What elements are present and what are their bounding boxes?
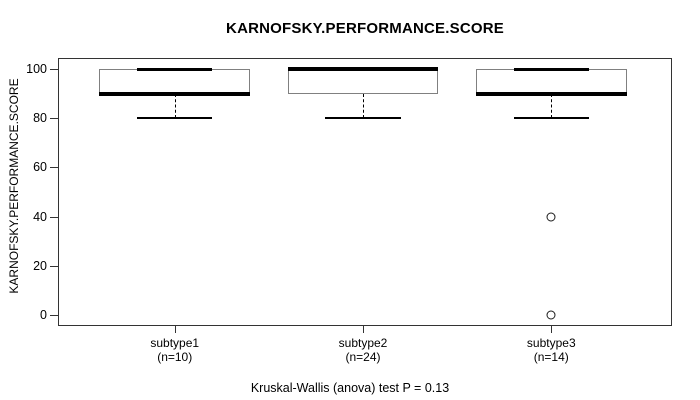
y-tick-label: 0 — [40, 307, 47, 322]
group-n-label: (n=14) — [533, 349, 569, 364]
whisker-lower — [174, 93, 176, 119]
group-n-label: (n=24) — [345, 349, 381, 364]
x-tick-label: subtype3 (n=14) — [526, 336, 576, 364]
box — [99, 69, 251, 94]
whisker-cap-upper — [137, 67, 213, 71]
x-tick-label: subtype2 (n=24) — [338, 336, 388, 364]
box — [475, 69, 627, 94]
y-tick-label: 40 — [33, 209, 47, 224]
whisker-cap-lower — [137, 117, 213, 120]
y-tick-label: 80 — [33, 111, 47, 126]
y-tick-label: 20 — [33, 258, 47, 273]
outlier-point — [546, 310, 556, 320]
whisker-cap-lower — [513, 117, 589, 120]
group-label: subtype2 — [338, 336, 388, 350]
y-tick — [50, 69, 58, 71]
x-tick — [174, 326, 176, 333]
chart-title: KARNOFSKY.PERFORMANCE.SCORE — [226, 20, 504, 37]
median-line — [287, 67, 439, 72]
stat-test-caption: Kruskal-Wallis (anova) test P = 0.13 — [250, 381, 450, 395]
outlier-point — [546, 212, 556, 222]
median-line — [475, 91, 627, 96]
y-axis-label: KARNOFSKY.PERFORMANCE.SCORE — [7, 78, 21, 294]
y-tick — [50, 265, 58, 267]
group-n-label: (n=10) — [157, 349, 193, 364]
y-tick-label: 100 — [26, 62, 47, 77]
group-label: subtype1 — [150, 336, 200, 350]
y-tick — [50, 167, 58, 169]
box — [287, 69, 439, 94]
whisker-cap-lower — [325, 117, 401, 120]
whisker-cap-upper — [513, 67, 589, 71]
y-tick — [50, 118, 58, 120]
x-tick — [551, 326, 553, 333]
x-tick-label: subtype1 (n=10) — [150, 336, 200, 364]
group-label: subtype3 — [526, 336, 576, 350]
plot-area — [58, 58, 672, 326]
y-tick-label: 60 — [33, 160, 47, 175]
y-tick — [50, 216, 58, 218]
whisker-lower — [551, 93, 553, 119]
whisker-lower — [363, 93, 364, 119]
y-tick — [50, 314, 58, 316]
x-tick — [363, 326, 364, 333]
median-line — [99, 91, 251, 96]
